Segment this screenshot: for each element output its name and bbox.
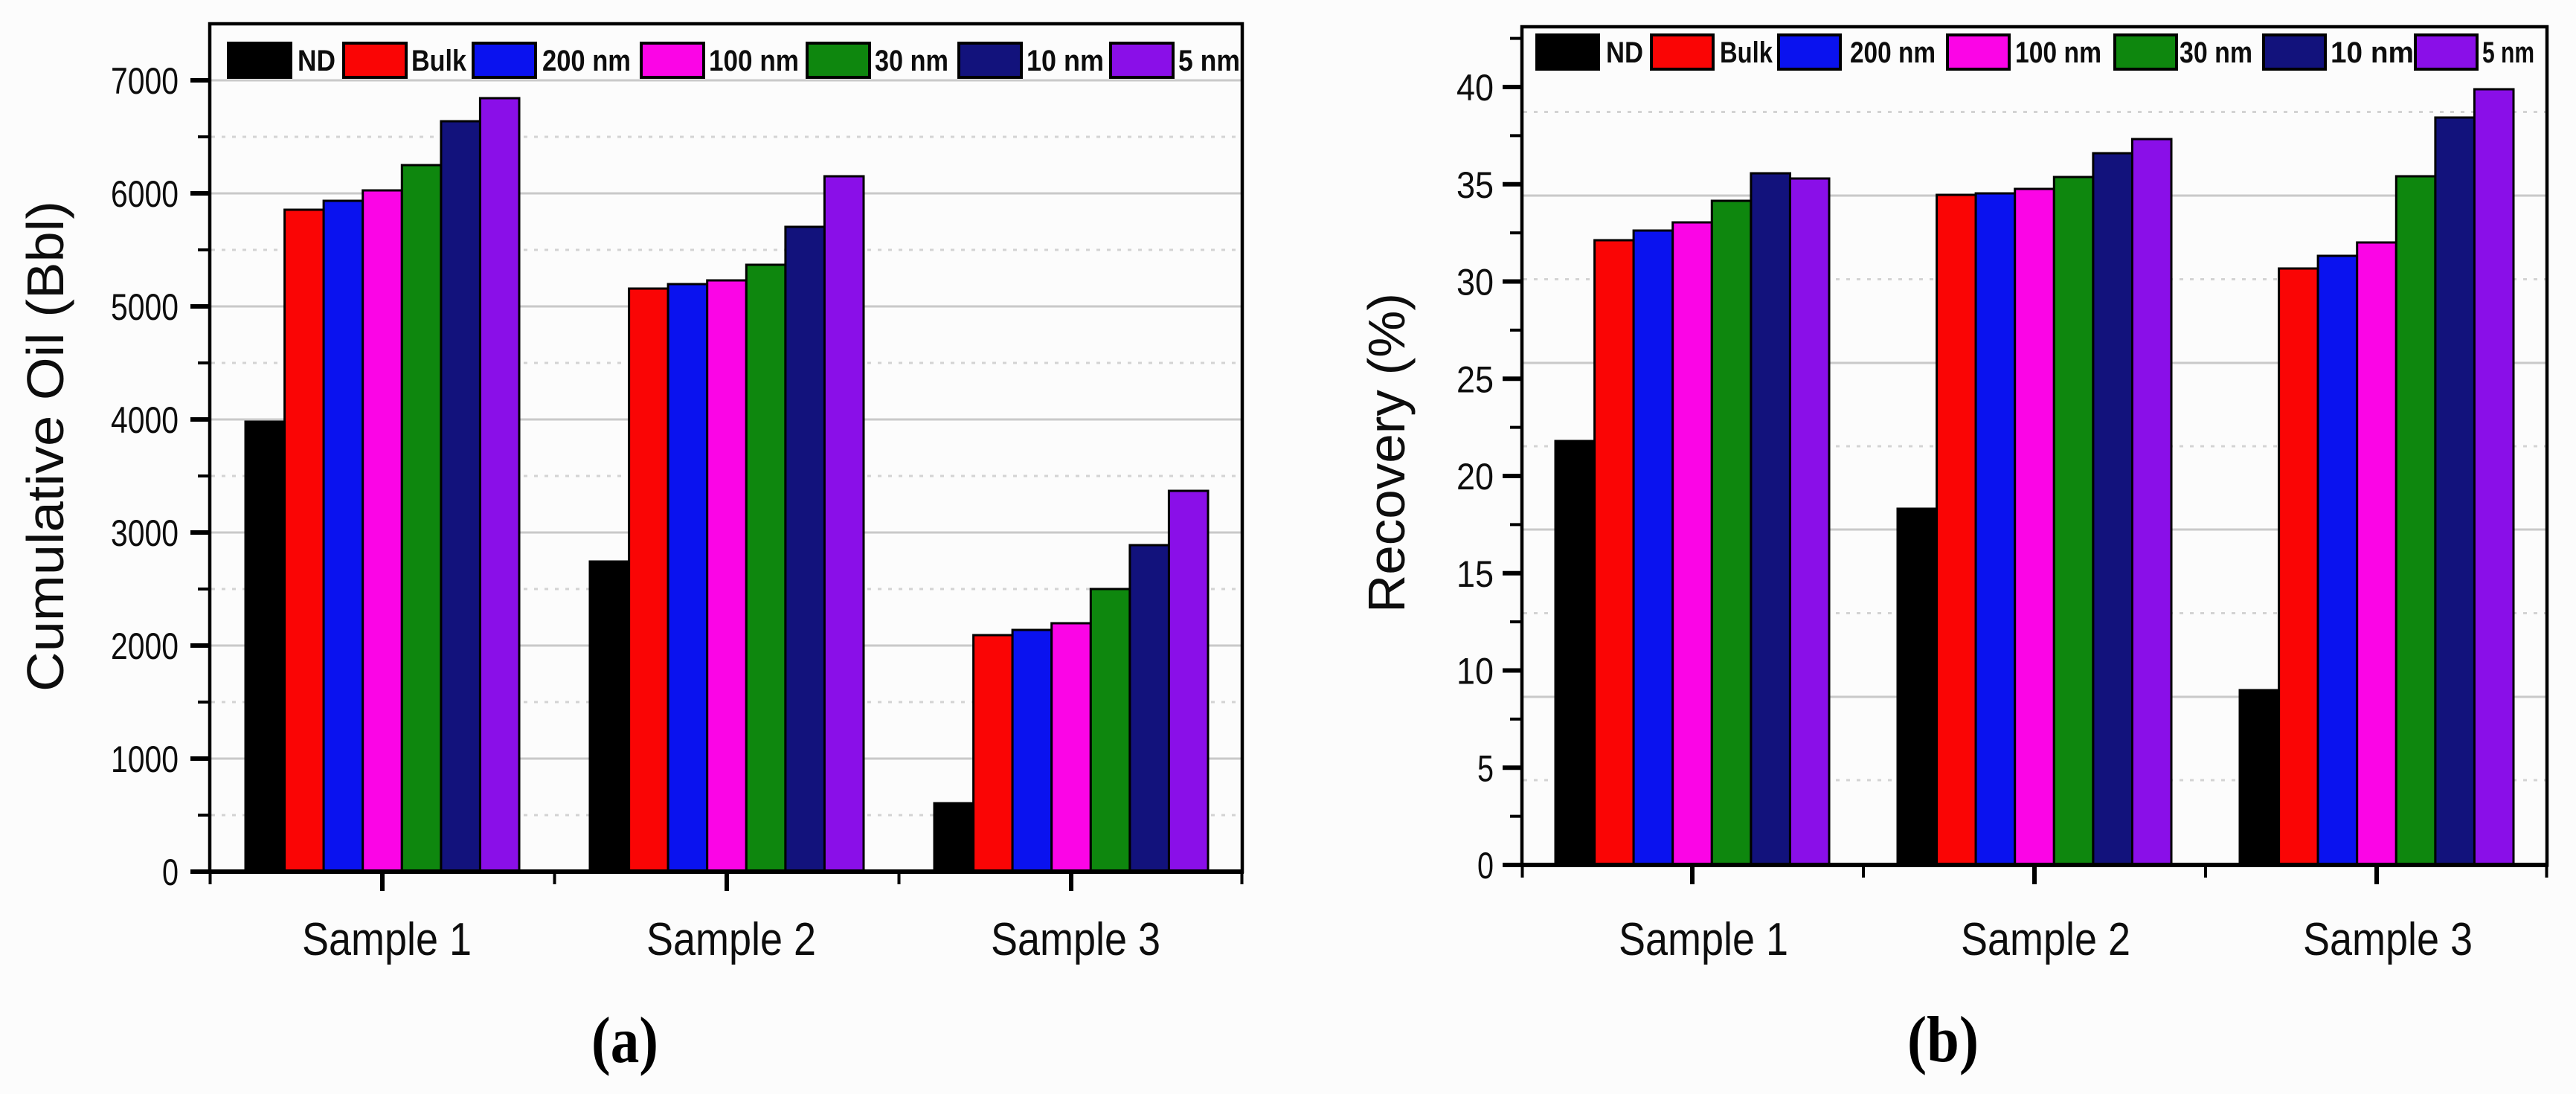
- svg-text:10 nm: 10 nm: [1027, 45, 1104, 77]
- svg-text:1000: 1000: [111, 739, 179, 780]
- svg-text:Sample 2: Sample 2: [1961, 914, 2130, 965]
- svg-text:7000: 7000: [111, 60, 179, 102]
- svg-text:(b): (b): [1907, 1004, 1979, 1076]
- svg-text:35: 35: [1456, 164, 1494, 206]
- svg-text:ND: ND: [1606, 36, 1643, 69]
- svg-text:0: 0: [162, 852, 179, 893]
- svg-text:Sample 2: Sample 2: [646, 914, 816, 965]
- svg-text:ND: ND: [298, 45, 335, 77]
- svg-text:6000: 6000: [111, 173, 179, 215]
- svg-text:30 nm: 30 nm: [2180, 36, 2252, 69]
- svg-text:15: 15: [1456, 553, 1494, 595]
- svg-text:Bulk: Bulk: [411, 45, 467, 77]
- svg-text:5 nm: 5 nm: [1178, 45, 1240, 77]
- svg-text:3000: 3000: [111, 512, 179, 554]
- svg-text:4000: 4000: [111, 399, 179, 441]
- svg-text:10: 10: [1456, 651, 1494, 692]
- svg-text:Bulk: Bulk: [1720, 36, 1773, 69]
- svg-text:25: 25: [1456, 358, 1494, 400]
- svg-text:5000: 5000: [111, 286, 179, 328]
- svg-text:5: 5: [1477, 747, 1494, 789]
- svg-text:100 nm: 100 nm: [2015, 36, 2101, 69]
- svg-text:40: 40: [1456, 67, 1494, 109]
- svg-text:0: 0: [1477, 845, 1494, 887]
- svg-text:Sample 1: Sample 1: [1619, 914, 1788, 965]
- svg-text:Sample 1: Sample 1: [302, 914, 472, 965]
- svg-text:Sample 3: Sample 3: [2303, 914, 2473, 965]
- svg-text:Cumulative Oil (Bbl): Cumulative Oil (Bbl): [16, 201, 74, 692]
- svg-text:30 nm: 30 nm: [875, 45, 948, 77]
- svg-text:Sample 3: Sample 3: [991, 914, 1160, 965]
- svg-text:100 nm: 100 nm: [709, 45, 799, 77]
- svg-text:200 nm: 200 nm: [1850, 36, 1936, 69]
- svg-text:2000: 2000: [111, 625, 179, 667]
- svg-text:20: 20: [1456, 456, 1494, 498]
- svg-text:30: 30: [1456, 262, 1494, 303]
- svg-text:5 nm: 5 nm: [2482, 36, 2534, 69]
- svg-text:(a): (a): [591, 1005, 658, 1077]
- svg-text:Recovery (%): Recovery (%): [1358, 293, 1416, 613]
- svg-text:10 nm: 10 nm: [2331, 36, 2414, 69]
- svg-text:200 nm: 200 nm: [542, 45, 631, 77]
